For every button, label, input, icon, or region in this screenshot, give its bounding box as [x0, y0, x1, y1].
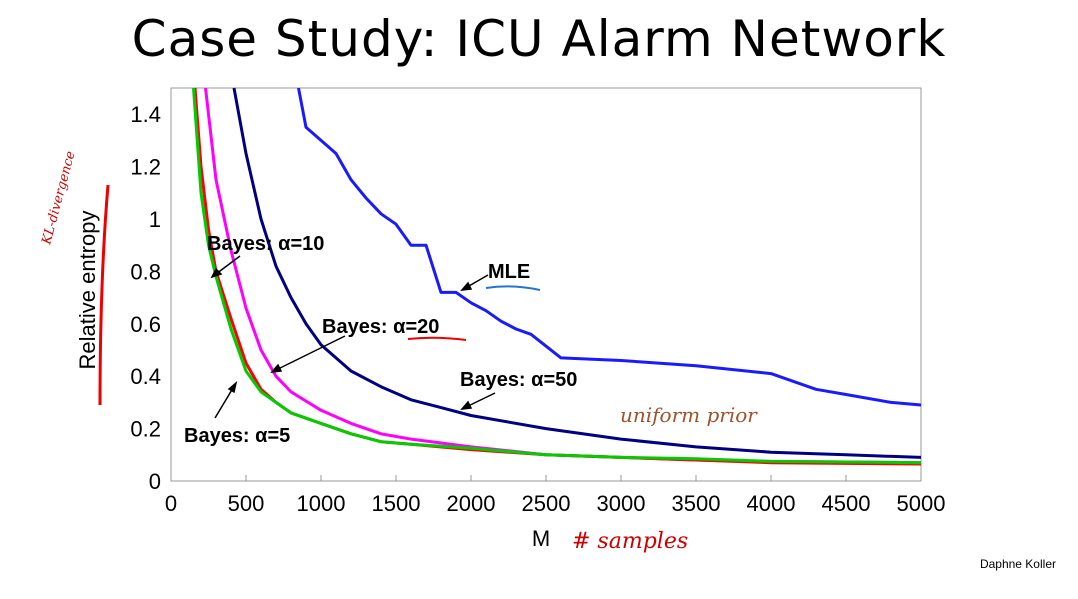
x-tick-label: 4500 — [822, 491, 871, 516]
x-tick-label: 4000 — [747, 491, 796, 516]
y-tick-label: 1.4 — [130, 102, 161, 127]
annotation-bayes-a10: Bayes: α=10 — [207, 233, 324, 255]
arrow-a10-head — [210, 267, 223, 279]
marker-red-bracket — [98, 184, 110, 406]
x-tick-label: 2000 — [447, 491, 496, 516]
annotation-bayes-a20: Bayes: α=20 — [322, 316, 439, 338]
handwritten-kl-note: KL-divergence — [39, 149, 79, 247]
y-axis-label: Relative entropy — [75, 211, 100, 370]
y-tick-label: 0 — [149, 469, 161, 494]
handwritten-samples-note: # samples — [572, 529, 688, 554]
series-line-0 — [297, 87, 922, 407]
arrow-a20-head — [270, 363, 283, 373]
arrow-mle-head — [460, 281, 473, 291]
underline-a20 — [407, 336, 467, 341]
y-tick-label: 1.2 — [130, 155, 161, 180]
annotation-bayes-a50: Bayes: α=50 — [460, 369, 577, 391]
series-line-2 — [204, 87, 922, 465]
x-axis-label: M — [532, 526, 550, 551]
arrow-a50-head — [460, 400, 473, 410]
series-line-3 — [193, 87, 922, 466]
x-tick-label: 1500 — [372, 491, 421, 516]
slide-title: Case Study: ICU Alarm Network — [131, 10, 947, 68]
y-tick-label: 0.2 — [130, 417, 161, 442]
x-tick-label: 3500 — [672, 491, 721, 516]
annotation-arrows — [210, 255, 496, 419]
x-tick-label: 0 — [165, 491, 177, 516]
x-tick-label: 2500 — [522, 491, 571, 516]
author-credit: Daphne Koller — [979, 557, 1056, 571]
x-tick-label: 5000 — [897, 491, 946, 516]
underline-mle — [485, 285, 541, 291]
x-tick-label: 500 — [228, 491, 265, 516]
handwritten-prior-note: uniform prior — [620, 403, 758, 427]
series-line-4 — [192, 87, 922, 465]
annotation-mle: MLE — [488, 261, 530, 283]
y-tick-label: 0.4 — [130, 364, 161, 389]
y-tick-label: 0.8 — [130, 259, 161, 284]
y-tick-label: 0.6 — [130, 312, 161, 337]
annotation-bayes-a5: Bayes: α=5 — [184, 425, 290, 447]
series-line-1 — [232, 87, 922, 459]
arrow-a20 — [271, 335, 346, 373]
y-tick-label: 1 — [149, 207, 161, 232]
arrow-a5-head — [227, 380, 238, 394]
x-tick-label: 1000 — [297, 491, 346, 516]
x-tick-label: 3000 — [597, 491, 646, 516]
